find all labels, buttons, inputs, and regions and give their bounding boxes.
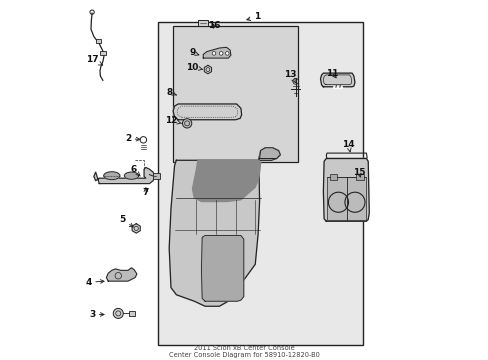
Polygon shape <box>203 47 230 58</box>
Bar <box>356 174 363 180</box>
Ellipse shape <box>124 172 139 179</box>
Ellipse shape <box>103 172 120 180</box>
Text: 17: 17 <box>85 55 102 65</box>
Text: 2: 2 <box>124 134 140 143</box>
Polygon shape <box>106 268 137 281</box>
Polygon shape <box>204 66 211 74</box>
Text: 15: 15 <box>352 168 365 177</box>
Bar <box>96 39 101 43</box>
Polygon shape <box>201 235 244 301</box>
Bar <box>153 173 159 179</box>
Bar <box>128 311 135 316</box>
Text: 11: 11 <box>325 69 338 78</box>
Circle shape <box>212 51 215 55</box>
Polygon shape <box>323 158 368 221</box>
Text: 1: 1 <box>246 12 260 21</box>
Bar <box>198 20 208 26</box>
Polygon shape <box>169 148 280 306</box>
Text: 8: 8 <box>166 87 176 96</box>
Text: 2011 Scion xB Center Console
Center Console Diagram for 58910-12820-B0: 2011 Scion xB Center Console Center Cons… <box>169 345 319 358</box>
Polygon shape <box>259 148 280 158</box>
Polygon shape <box>192 160 260 202</box>
Polygon shape <box>320 73 354 87</box>
Bar <box>326 177 365 220</box>
Text: 7: 7 <box>142 188 149 197</box>
Polygon shape <box>94 167 155 184</box>
Polygon shape <box>132 224 140 233</box>
Text: 12: 12 <box>165 116 182 125</box>
Text: 9: 9 <box>189 48 199 57</box>
Bar <box>158 22 362 345</box>
Text: 3: 3 <box>89 310 104 319</box>
Text: 6: 6 <box>130 165 140 176</box>
Circle shape <box>182 119 191 128</box>
Bar <box>100 50 105 55</box>
Polygon shape <box>173 104 241 120</box>
Circle shape <box>225 51 228 55</box>
Circle shape <box>219 51 223 55</box>
Text: 16: 16 <box>207 21 220 30</box>
Text: 13: 13 <box>284 70 296 83</box>
Text: 5: 5 <box>119 215 133 227</box>
Circle shape <box>113 309 123 319</box>
Text: 14: 14 <box>342 140 354 152</box>
Text: 10: 10 <box>186 63 203 72</box>
Bar <box>172 26 298 162</box>
Text: 4: 4 <box>85 278 104 287</box>
Bar <box>329 174 336 180</box>
